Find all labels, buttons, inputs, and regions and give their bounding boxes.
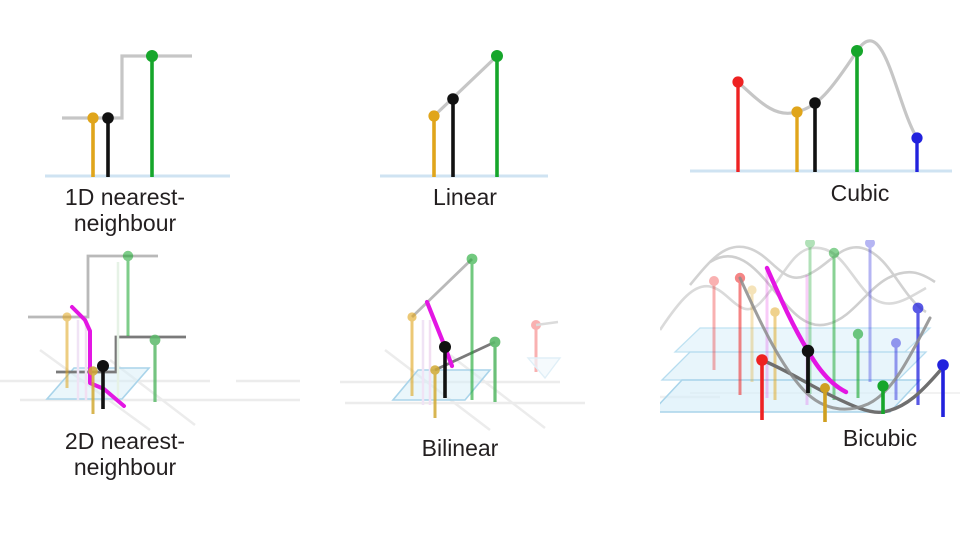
- caption-nearest-2d: 2D nearest- neighbour: [64, 428, 186, 480]
- back-linear-curve: [411, 257, 473, 319]
- amber-sample-front: [88, 366, 98, 414]
- ground-plane: [391, 369, 492, 401]
- green-sample: [851, 45, 863, 172]
- green-sample-front: [489, 336, 501, 402]
- blue-sample: [911, 132, 923, 172]
- amber-sample-front: [820, 383, 830, 422]
- faded-red-stem: [709, 276, 719, 370]
- green-sample-back: [122, 250, 134, 336]
- ghost-red-sample: [526, 320, 562, 380]
- green-sample-front: [149, 334, 161, 402]
- caption-cubic-1d: Cubic: [830, 180, 890, 206]
- black-query: [809, 97, 821, 172]
- panel-bicubic-2d-svg: [660, 240, 960, 422]
- far-cubic-curve: [688, 245, 927, 314]
- panel-linear-1d-svg: [380, 50, 548, 178]
- black-query: [439, 341, 451, 398]
- panel-bicubic-2d: Bicubic: [660, 240, 960, 540]
- far-cubic-curve: [709, 255, 936, 327]
- panel-nearest-2d-svg: [0, 250, 300, 432]
- panel-cubic-1d: Cubic: [640, 0, 960, 230]
- amber-sample-back: [62, 312, 72, 388]
- caption-nearest-1d: 1D nearest- neighbour: [64, 184, 186, 236]
- grid-line-depth: [449, 354, 546, 429]
- amber-sample: [428, 110, 440, 177]
- black-query: [102, 112, 114, 177]
- far-cubic-curve: [660, 246, 927, 331]
- ground-plane: [45, 367, 151, 400]
- front-step-curve: [56, 335, 186, 374]
- faded-green-stem: [852, 328, 864, 398]
- caption-bilinear-2d: Bilinear: [421, 435, 499, 461]
- amber-sample: [87, 112, 99, 177]
- back-step-curve: [28, 254, 158, 319]
- panel-nearest-1d-svg: [45, 50, 230, 178]
- amber-sample: [791, 106, 803, 172]
- caption-linear-1d: Linear: [433, 184, 497, 210]
- panel-linear-1d: Linear: [330, 0, 630, 230]
- faded-amber-stem: [770, 307, 780, 400]
- red-sample: [732, 76, 744, 172]
- faded-blue-stem: [891, 338, 901, 400]
- black-query: [97, 360, 109, 409]
- faded-blue-stem: [912, 302, 924, 405]
- green-sample-back: [466, 253, 478, 400]
- blue-sample-front: [937, 359, 949, 417]
- linear-curve: [432, 54, 499, 118]
- black-query: [801, 344, 815, 393]
- panel-cubic-1d-svg: [690, 39, 952, 173]
- faded-green-stem: [805, 240, 815, 394]
- amber-sample-back: [407, 312, 417, 396]
- faded-blue-stem: [865, 240, 875, 382]
- red-sample-front: [756, 354, 768, 420]
- green-sample: [491, 50, 503, 177]
- green-sample: [146, 50, 158, 177]
- magenta-track: [70, 305, 126, 408]
- caption-bicubic-2d: Bicubic: [842, 425, 918, 451]
- faded-green-stem: [828, 247, 840, 400]
- black-query: [447, 93, 459, 177]
- amber-sample-front: [430, 365, 440, 418]
- panel-bilinear-2d-svg: [340, 253, 585, 431]
- nearest-step-curve: [62, 54, 192, 120]
- mid-cubic-curve: [738, 276, 932, 411]
- green-sample-front: [877, 380, 889, 414]
- panel-bilinear-2d: Bilinear: [330, 240, 630, 540]
- panel-nearest-1d: 1D nearest- neighbour: [0, 0, 320, 236]
- panel-nearest-2d: 2D nearest- neighbour: [0, 240, 320, 540]
- cubic-curve: [736, 39, 919, 140]
